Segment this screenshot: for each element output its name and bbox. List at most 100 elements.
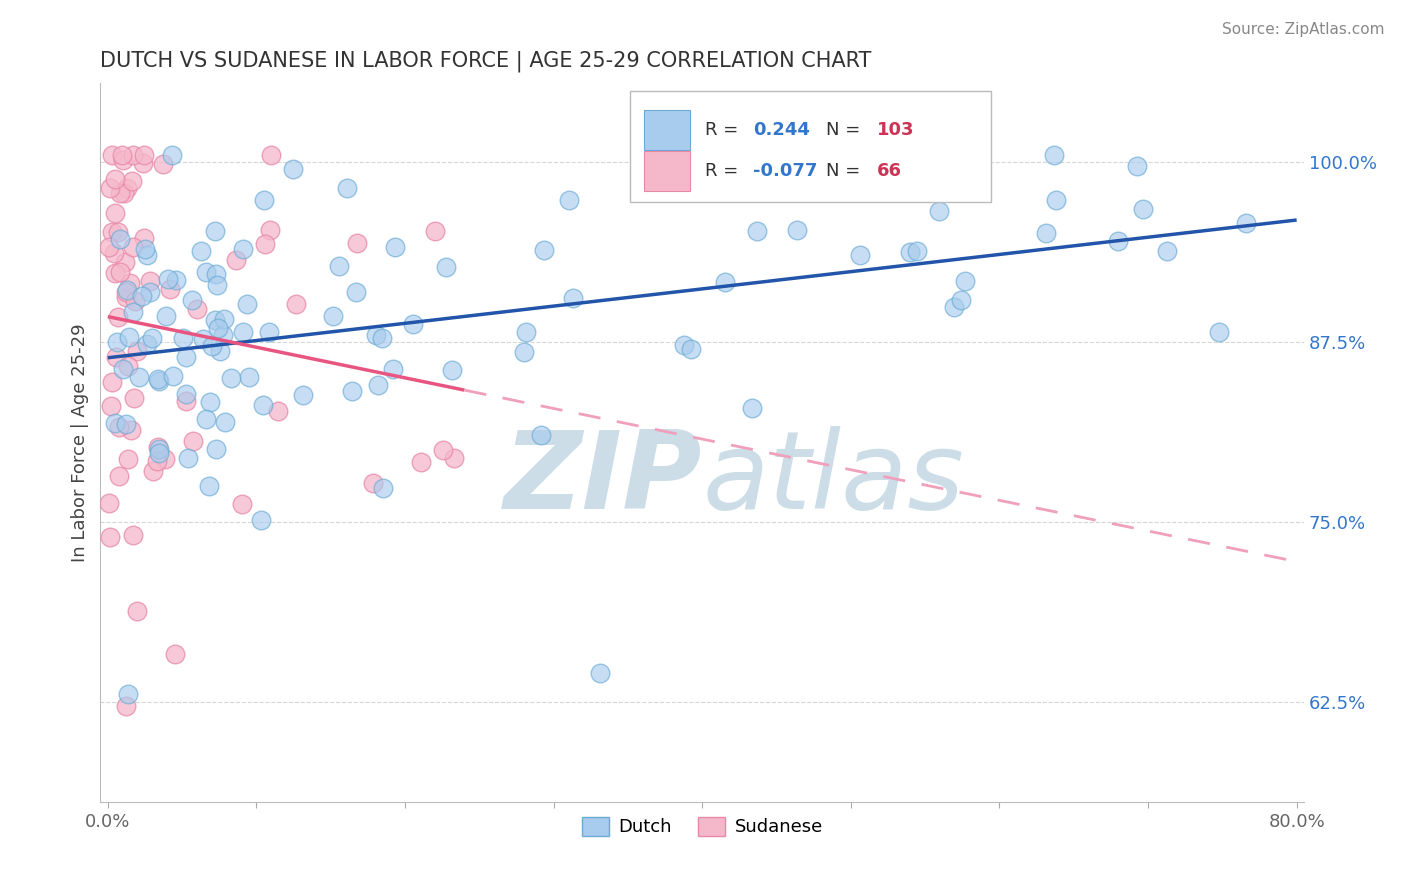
Point: [205, 277, 228, 292]
Point: [361, 476, 384, 491]
Point: [260, 148, 283, 162]
Text: Source: ZipAtlas.com: Source: ZipAtlas.com: [1222, 22, 1385, 37]
Point: [741, 401, 763, 415]
Point: [107, 310, 129, 325]
Point: [131, 289, 153, 303]
Point: [253, 193, 276, 207]
Point: [441, 363, 464, 377]
Point: [1043, 148, 1066, 162]
Point: [181, 293, 204, 307]
Point: [589, 665, 612, 680]
Point: [111, 153, 134, 167]
Point: [148, 446, 170, 460]
Point: [219, 371, 242, 385]
Point: [1107, 234, 1129, 248]
Point: [108, 468, 131, 483]
Point: [200, 395, 222, 409]
Point: [107, 226, 129, 240]
Point: [172, 331, 194, 345]
Point: [204, 442, 226, 456]
Point: [225, 253, 247, 268]
Bar: [644, 152, 690, 191]
Point: [163, 647, 186, 661]
Point: [111, 362, 134, 376]
Point: [370, 331, 392, 345]
Point: [177, 450, 200, 465]
Point: [117, 359, 139, 373]
Point: [214, 415, 236, 429]
Point: [152, 157, 174, 171]
Point: [238, 370, 260, 384]
Point: [291, 388, 314, 402]
Point: [139, 274, 162, 288]
Point: [112, 186, 135, 200]
Point: [135, 337, 157, 351]
Point: [110, 232, 132, 246]
Point: [174, 393, 197, 408]
Point: [558, 193, 581, 207]
Point: [132, 155, 155, 169]
Point: [155, 309, 177, 323]
Point: [897, 148, 920, 162]
Point: [114, 285, 136, 299]
Point: [443, 450, 465, 465]
Point: [1156, 244, 1178, 258]
Point: [134, 242, 156, 256]
Point: [98, 180, 121, 194]
Text: atlas: atlas: [702, 426, 965, 532]
Point: [104, 206, 127, 220]
Point: [162, 369, 184, 384]
Point: [231, 497, 253, 511]
Point: [100, 399, 122, 413]
Point: [125, 604, 148, 618]
Point: [103, 245, 125, 260]
Point: [950, 293, 973, 307]
Point: [636, 183, 658, 197]
Point: [562, 291, 585, 305]
Point: [425, 224, 447, 238]
Point: [346, 236, 368, 251]
Point: [128, 370, 150, 384]
Point: [98, 240, 121, 254]
Point: [108, 419, 131, 434]
Point: [165, 273, 187, 287]
Point: [381, 362, 404, 376]
Point: [267, 403, 290, 417]
Point: [898, 245, 921, 260]
Point: [373, 482, 395, 496]
Point: [101, 148, 124, 162]
Point: [139, 285, 162, 299]
Point: [745, 224, 768, 238]
Point: [195, 412, 218, 426]
Text: R =: R =: [704, 161, 744, 180]
Point: [195, 265, 218, 279]
Point: [336, 181, 359, 195]
Point: [953, 274, 976, 288]
Point: [672, 338, 695, 352]
Point: [141, 331, 163, 345]
Point: [212, 328, 235, 343]
Point: [114, 290, 136, 304]
Point: [136, 248, 159, 262]
Point: [232, 325, 254, 339]
Point: [1208, 325, 1230, 339]
Point: [124, 294, 146, 309]
Point: [98, 496, 121, 510]
Text: 103: 103: [877, 120, 914, 138]
Point: [122, 391, 145, 405]
Point: [121, 174, 143, 188]
Point: [98, 530, 121, 544]
Point: [1035, 226, 1057, 240]
FancyBboxPatch shape: [630, 90, 991, 202]
Point: [204, 224, 226, 238]
Point: [120, 277, 142, 291]
Point: [209, 344, 232, 359]
Point: [529, 427, 551, 442]
Point: [122, 240, 145, 254]
Bar: [644, 110, 690, 150]
Point: [105, 334, 128, 349]
Point: [122, 305, 145, 319]
Point: [148, 374, 170, 388]
Point: [533, 244, 555, 258]
Point: [515, 325, 537, 339]
